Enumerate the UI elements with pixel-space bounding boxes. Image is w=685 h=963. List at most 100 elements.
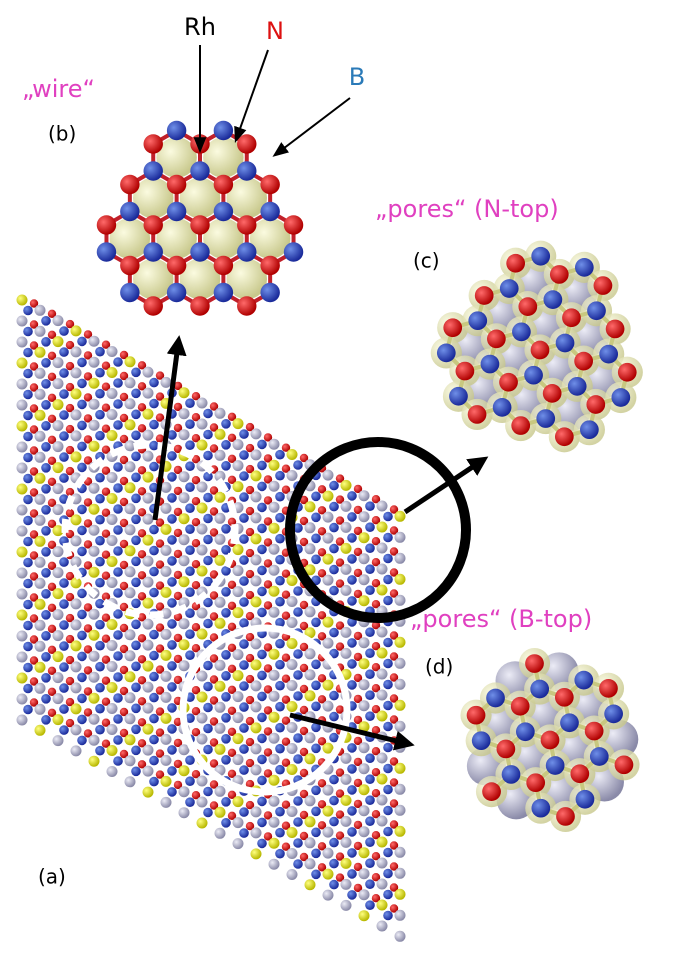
- atom: [88, 608, 100, 620]
- atom: [47, 624, 57, 633]
- atom: [83, 645, 93, 654]
- atom: [245, 779, 255, 789]
- atom: [167, 556, 177, 566]
- atom: [221, 650, 231, 660]
- atom: [281, 716, 291, 725]
- atom: [16, 504, 28, 516]
- atom: [155, 413, 165, 422]
- atom: [556, 807, 575, 826]
- atom: [29, 614, 39, 623]
- atom: [41, 568, 51, 578]
- atom: [120, 255, 140, 276]
- atom: [376, 710, 388, 722]
- atom: [191, 791, 201, 800]
- atom: [106, 556, 118, 567]
- atom: [293, 733, 303, 743]
- atom: [455, 361, 475, 381]
- atom: [358, 637, 370, 649]
- atom: [268, 774, 280, 786]
- atom: [358, 511, 370, 523]
- atom: [281, 674, 291, 683]
- atom: [29, 425, 39, 434]
- atom: [389, 631, 399, 640]
- atom: [604, 704, 623, 724]
- atom: [281, 443, 291, 452]
- atom: [203, 702, 213, 713]
- atom: [257, 649, 267, 660]
- atom: [317, 863, 327, 872]
- atom: [149, 713, 159, 724]
- atom: [77, 546, 87, 557]
- atom: [389, 883, 399, 892]
- atom: [113, 462, 123, 472]
- atom: [227, 454, 237, 463]
- atom: [358, 763, 370, 775]
- atom: [347, 554, 357, 564]
- atom: [167, 682, 177, 692]
- atom: [239, 471, 249, 481]
- atom: [221, 734, 231, 744]
- substrate-atom: [203, 137, 244, 178]
- atom: [376, 521, 388, 533]
- atom: [41, 421, 51, 431]
- atom: [227, 811, 237, 820]
- atom: [196, 775, 208, 787]
- atom: [281, 800, 291, 809]
- atom: [41, 337, 51, 347]
- atom: [16, 546, 28, 558]
- atom: [365, 669, 375, 679]
- atom: [34, 703, 46, 715]
- atom: [263, 433, 273, 442]
- substrate-atom: [132, 258, 174, 300]
- atom: [286, 743, 298, 754]
- atom: [77, 357, 87, 368]
- atom: [358, 595, 370, 607]
- atom: [299, 810, 309, 820]
- atom: [113, 588, 123, 598]
- atom: [124, 566, 136, 578]
- atom: [589, 747, 609, 766]
- atom: [245, 695, 255, 705]
- atom: [286, 596, 298, 607]
- atom: [335, 495, 345, 504]
- atom: [34, 682, 46, 694]
- atom: [173, 591, 183, 601]
- atom: [160, 712, 172, 724]
- atom: [358, 868, 370, 880]
- atom: [365, 690, 375, 700]
- atom: [113, 630, 123, 640]
- atom: [383, 742, 393, 753]
- atom: [209, 570, 219, 579]
- atom: [113, 756, 123, 766]
- atom: [88, 377, 100, 389]
- atom: [322, 700, 334, 712]
- atom: [131, 556, 141, 567]
- atom: [70, 577, 82, 589]
- substrate-atom: [226, 258, 268, 300]
- atom: [580, 420, 599, 440]
- atom: [311, 806, 321, 817]
- atom: [575, 789, 595, 809]
- atom: [52, 630, 64, 642]
- atom: [77, 420, 87, 431]
- atom: [124, 377, 136, 389]
- atom: [260, 201, 280, 222]
- atom: [83, 330, 93, 339]
- atom: [347, 512, 357, 522]
- atom: [59, 368, 69, 378]
- atom: [65, 466, 75, 476]
- atom: [155, 623, 165, 632]
- atom: [353, 820, 363, 830]
- atom: [83, 540, 93, 549]
- atom: [196, 523, 208, 535]
- atom: [358, 721, 370, 733]
- atom: [299, 726, 309, 736]
- atom: [358, 532, 370, 544]
- atom: [574, 351, 593, 371]
- atom: [196, 796, 208, 808]
- atom: [29, 698, 39, 707]
- atom: [394, 510, 406, 522]
- atom: [185, 545, 195, 555]
- atom: [119, 371, 129, 381]
- atom: [120, 282, 140, 303]
